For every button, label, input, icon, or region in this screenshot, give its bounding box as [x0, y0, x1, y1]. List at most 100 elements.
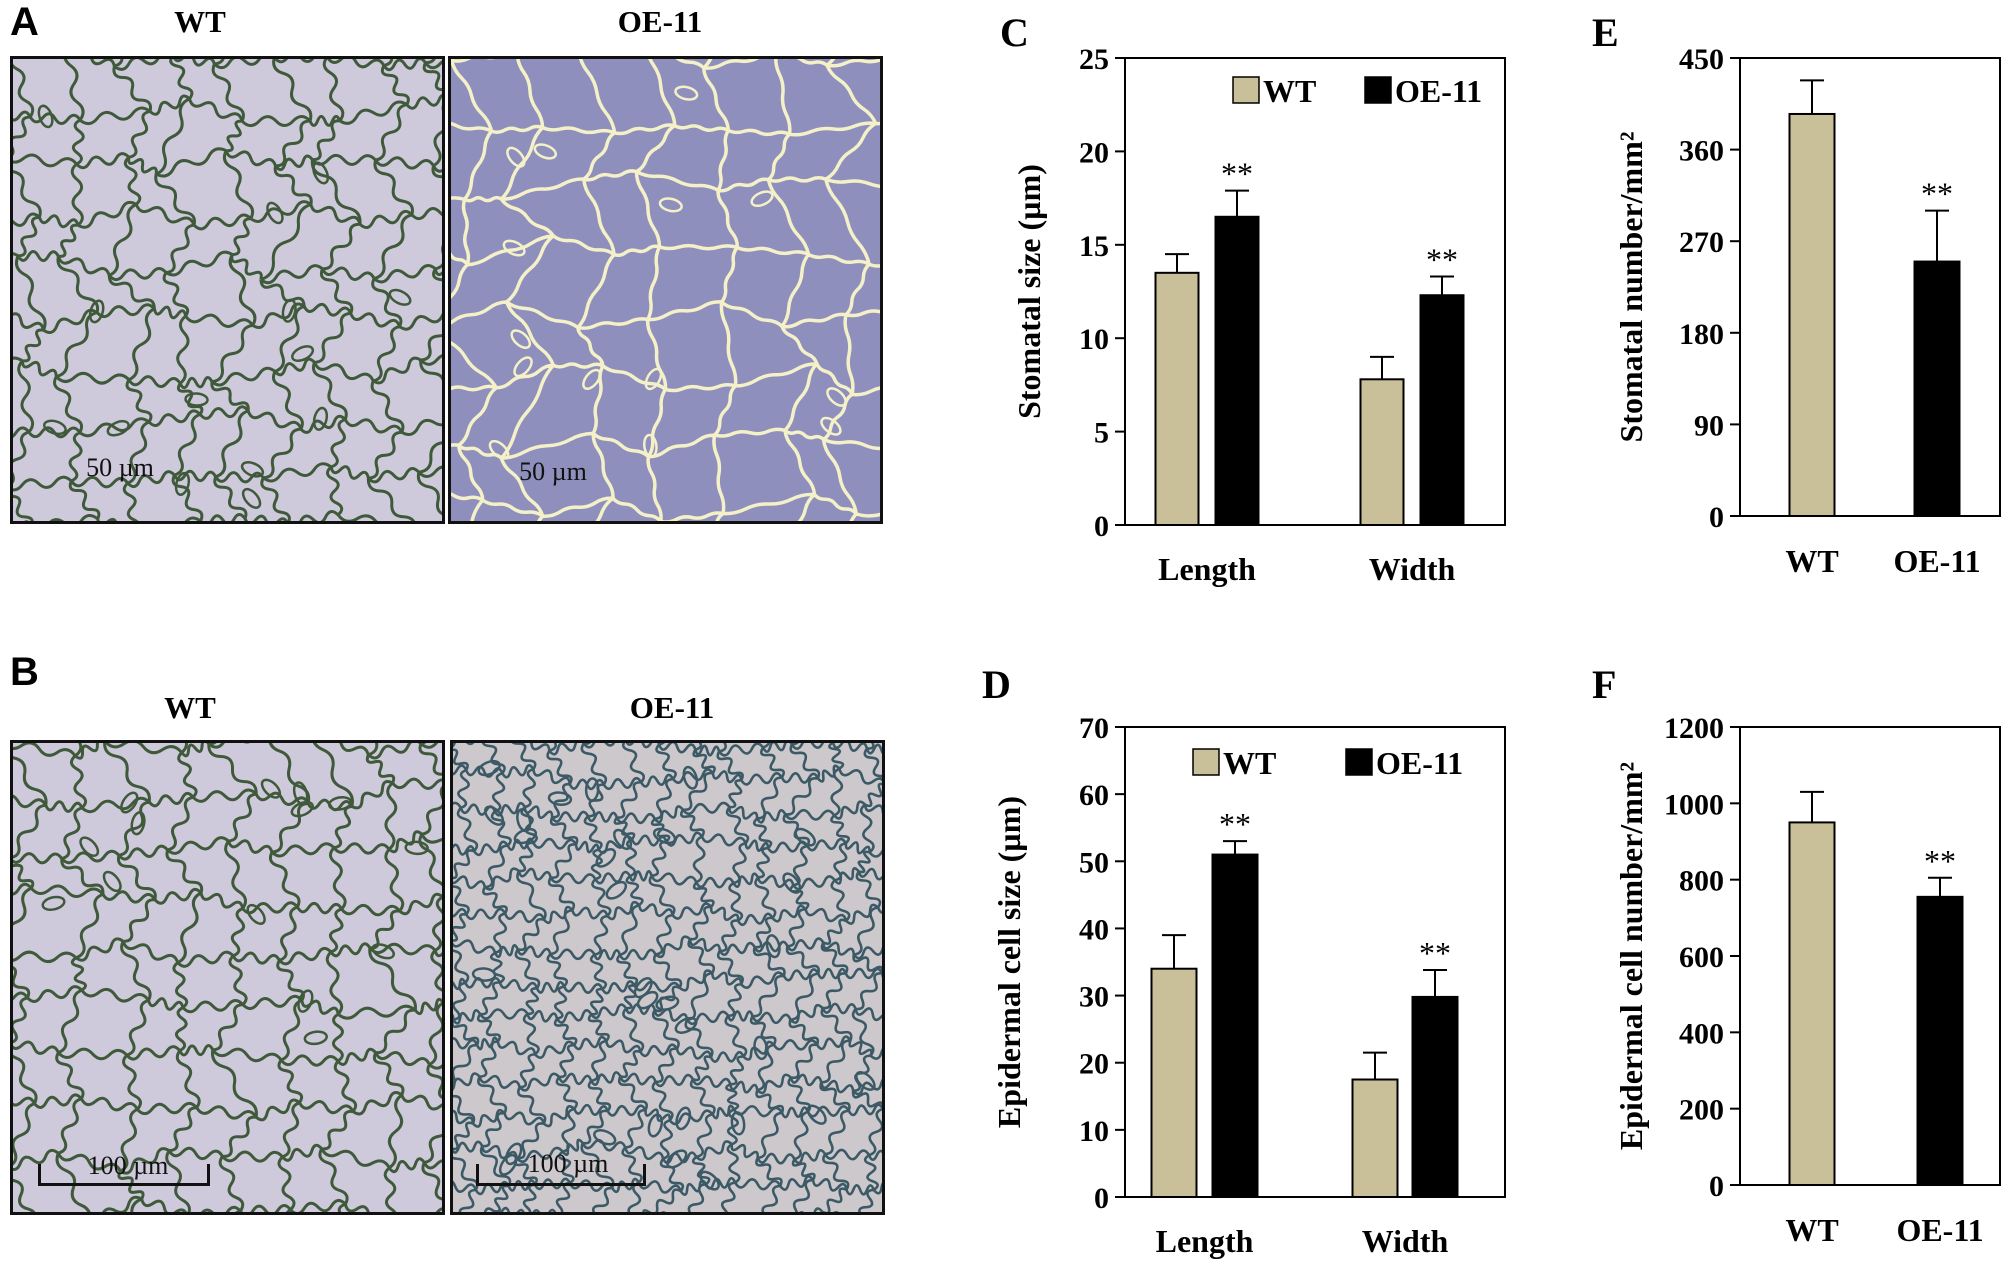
y-tick-label: 50 — [1079, 846, 1109, 879]
significance-label: ** — [1419, 935, 1451, 971]
micrograph-a-wt-image — [13, 59, 442, 521]
stoma — [297, 989, 314, 1013]
scale-bar-b-oe — [476, 1164, 646, 1186]
stoma — [794, 827, 817, 847]
stoma — [88, 299, 105, 324]
stoma — [260, 778, 282, 799]
stoma — [753, 1035, 769, 1061]
stoma — [655, 995, 680, 1011]
plot-frame — [1124, 57, 1506, 526]
stoma — [826, 387, 847, 407]
chart-c: C 0 5 10 15 20 25 Stomatal size (µm) ** Length ** W… — [1000, 10, 1506, 587]
legend-swatch — [1192, 748, 1220, 776]
stoma — [647, 1113, 664, 1138]
cell-wall-path — [13, 743, 442, 1212]
bar-oe-11 — [1916, 895, 1964, 1186]
significance-label: ** — [1924, 843, 1956, 879]
stoma — [130, 811, 146, 836]
stoma — [605, 880, 628, 900]
y-tick-label: 0 — [1709, 1170, 1724, 1203]
stoma — [484, 805, 505, 826]
panel-letter-c: C — [1000, 10, 1029, 55]
stoma — [674, 1016, 698, 1034]
bar-oe-11 — [1913, 260, 1961, 517]
significance-label: ** — [1426, 242, 1458, 278]
y-tick-label: 90 — [1694, 409, 1724, 442]
significance-label: ** — [1921, 176, 1953, 212]
y-tick-label: 10 — [1079, 323, 1109, 356]
stoma — [652, 827, 677, 845]
y-tick-label: 0 — [1094, 1182, 1109, 1215]
legend-label: WT — [1263, 73, 1316, 109]
x-category-label: OE-11 — [1896, 1212, 1983, 1248]
y-tick-label: 0 — [1709, 501, 1724, 534]
y-tick-label: 1200 — [1664, 712, 1724, 745]
stomata — [41, 778, 429, 1046]
cell-walls — [451, 59, 880, 521]
panel-b-oe-title: OE-11 — [629, 690, 715, 725]
panel-letter-e: E — [1592, 10, 1619, 55]
micrograph-a-oe-image — [451, 59, 880, 521]
stoma — [246, 903, 266, 925]
stoma — [855, 1071, 876, 1091]
stoma — [41, 895, 66, 911]
significance-label: ** — [1221, 156, 1253, 192]
stoma — [658, 197, 683, 213]
stoma — [547, 791, 573, 806]
bar-wt-length — [1150, 967, 1198, 1199]
micrograph-a-oe: 50 µm — [448, 56, 883, 524]
stoma — [582, 368, 602, 391]
micrograph-background — [13, 743, 442, 1212]
stoma — [643, 433, 658, 459]
bar-oe-11-length — [1214, 215, 1260, 526]
cell-walls — [13, 743, 442, 1212]
stoma — [120, 791, 139, 814]
stoma — [266, 201, 284, 225]
stomata — [471, 759, 876, 1191]
stoma — [327, 795, 353, 811]
bar-wt-width — [1359, 378, 1405, 526]
stoma — [674, 85, 699, 101]
stoma — [388, 288, 412, 306]
bar-wt-width — [1351, 1078, 1399, 1198]
panel-b-wt-title: WT — [164, 690, 216, 725]
stoma — [102, 870, 122, 893]
bar-oe-11-length — [1211, 853, 1259, 1198]
stoma — [782, 872, 802, 894]
stoma — [682, 765, 699, 790]
stoma — [488, 439, 510, 460]
stoma — [806, 1104, 827, 1125]
stoma — [533, 143, 558, 160]
stoma — [281, 298, 297, 323]
stoma — [498, 1153, 518, 1176]
stoma — [675, 1106, 692, 1131]
y-tick-label: 20 — [1079, 1048, 1109, 1081]
y-tick-label: 1000 — [1664, 788, 1724, 821]
cell-wall-path — [453, 743, 882, 1212]
y-tick-label: 40 — [1079, 913, 1109, 946]
stoma — [595, 847, 617, 868]
stoma — [613, 828, 633, 851]
panel-letter-b: B — [10, 650, 39, 694]
cell-wall-path — [13, 59, 442, 521]
scale-label-b-wt: 100 µm — [87, 1151, 169, 1180]
scale-label-a-oe: 50 µm — [519, 457, 587, 486]
plot-frame — [1739, 57, 2001, 517]
stoma — [174, 471, 191, 496]
y-tick-label: 270 — [1679, 226, 1724, 259]
stoma — [502, 239, 526, 257]
y-tick-label: 450 — [1679, 43, 1724, 76]
legend-label: OE-11 — [1395, 73, 1482, 109]
cell-wall-path — [451, 59, 880, 521]
panel-a-oe-title: OE-11 — [617, 4, 703, 39]
stoma — [371, 943, 395, 960]
stoma — [644, 367, 663, 391]
chart-d: D 0 10 20 30 40 50 60 70 Epidermal cell size (µm)… — [982, 662, 1506, 1259]
cell-walls — [453, 743, 882, 1212]
y-tick-label: 5 — [1094, 417, 1109, 450]
significance-label: ** — [1219, 806, 1251, 842]
stoma — [312, 161, 330, 185]
bar-oe-11-width — [1419, 294, 1465, 526]
scale-label-b-oe: 100 µm — [527, 1149, 609, 1178]
stoma — [42, 419, 67, 436]
